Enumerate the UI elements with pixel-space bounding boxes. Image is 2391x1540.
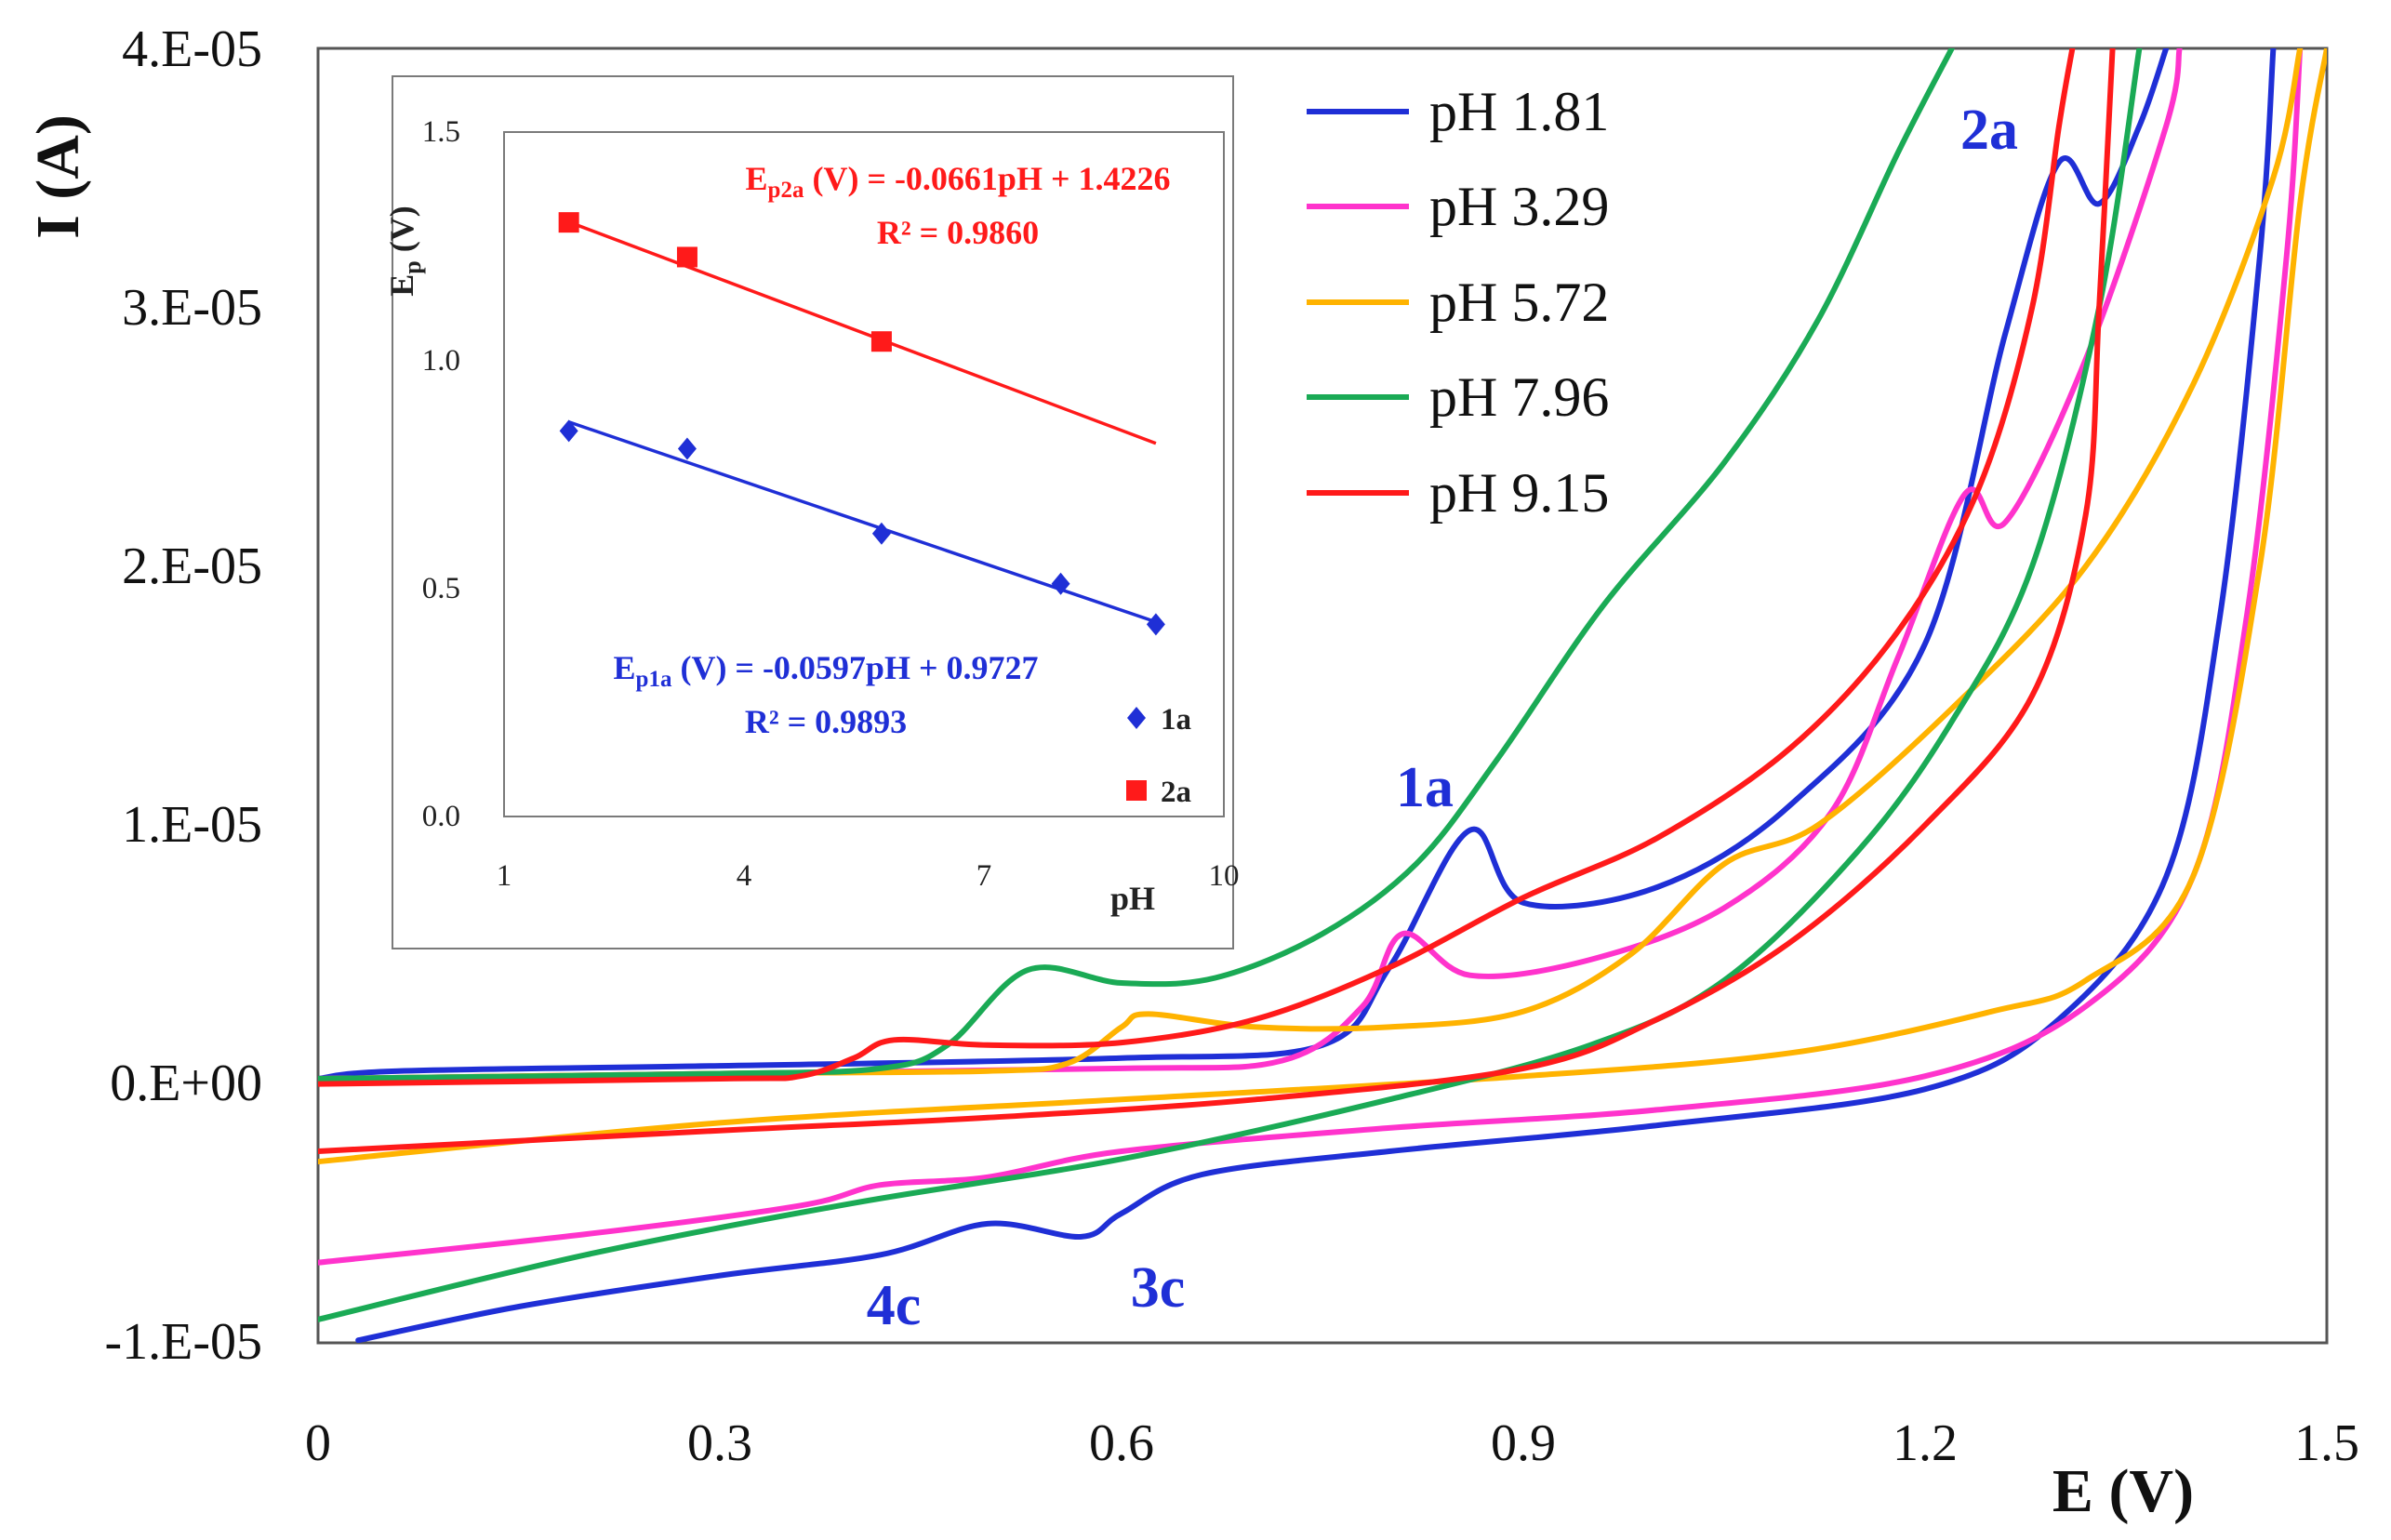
inset-y-axis-title: Ep (V): [383, 206, 426, 296]
cv-curve-ph-1-81-reverse: [355, 48, 2277, 1343]
cv-curve-ph-7-96-forward: [318, 48, 1955, 1082]
legend-label-ph-9-15: pH 9.15: [1429, 462, 1609, 524]
equation-1a-rest: (V) = -0.0597pH + 0.9727: [671, 649, 1038, 686]
data-point-2a: [676, 246, 697, 268]
inset-y-axis-title-main: E: [383, 274, 420, 297]
inset-x-tick-label: 4: [737, 859, 752, 893]
inset-y-tick-label: 1.5: [422, 115, 460, 149]
equation-2a-prefix: E: [746, 160, 768, 197]
peak-label-1a: 1a: [1396, 756, 1454, 819]
cv-curve-ph-3-29-reverse: [318, 48, 2304, 1266]
y-tick-label: 1.E-05: [122, 796, 262, 854]
y-tick-label: 4.E-05: [122, 20, 262, 78]
inset-x-tick-label: 7: [976, 859, 992, 893]
cv-curve-ph-7-96-reverse: [318, 48, 2143, 1322]
inset-data-layer: [558, 212, 1165, 636]
inset-legend: 1a 2a: [1126, 703, 1191, 809]
r-squared-2a: R² = 0.9860: [877, 214, 1039, 251]
equation-2a: Ep2a (V) = -0.0661pH + 1.4226: [746, 160, 1171, 203]
data-point-1a: [677, 437, 697, 460]
x-tick-label: 0.6: [1089, 1414, 1154, 1472]
data-point-2a: [870, 331, 892, 352]
inset-y-tick-label: 0.5: [422, 572, 460, 605]
equation-2a-rest: (V) = -0.0661pH + 1.4226: [804, 160, 1170, 197]
inset-legend-marker-2a: [1126, 780, 1147, 801]
peak-label-2a: 2a: [1960, 99, 2018, 162]
data-point-2a: [558, 212, 579, 233]
x-tick-label: 1.5: [2294, 1414, 2359, 1472]
inset-x-tick-label: 10: [1209, 859, 1240, 893]
y-axis-title: I (A): [24, 114, 92, 239]
y-tick-label: -1.E-05: [104, 1313, 262, 1371]
inset-y-axis-title-unit: (V): [383, 206, 420, 260]
data-point-1a: [871, 522, 891, 545]
cv-curve-ph-9-15-reverse: [318, 48, 2116, 1154]
main-x-tick-labels: 0 0.3 0.6 0.9 1.2 1.5: [305, 1414, 2359, 1472]
x-tick-label: 1.2: [1893, 1414, 1958, 1472]
equation-1a-sub: p1a: [636, 667, 672, 692]
legend-label-ph-7-96: pH 7.96: [1429, 366, 1609, 428]
x-axis-title: E (V): [2052, 1457, 2194, 1525]
main-y-tick-labels: -1.E-05 0.E+00 1.E-05 2.E-05 3.E-05 4.E-…: [104, 20, 262, 1371]
main-curves-layer: [318, 48, 2327, 1343]
cv-curve-ph-9-15-forward: [318, 48, 2076, 1087]
inset-y-tick-label: 0.0: [422, 800, 460, 833]
y-tick-label: 0.E+00: [110, 1055, 262, 1112]
data-point-1a: [559, 419, 578, 443]
data-point-1a: [1051, 572, 1070, 595]
peak-label-4c: 4c: [867, 1274, 922, 1337]
x-tick-label: 0.9: [1491, 1414, 1556, 1472]
inset-x-axis-title: pH: [1110, 880, 1155, 917]
peak-annotations: 1a 2a 3c 4c: [867, 99, 2018, 1337]
x-tick-label: 0: [305, 1414, 331, 1472]
inset-y-tick-labels: 0.0 0.5 1.0 1.5: [422, 115, 460, 833]
inset-plot-area: [503, 131, 1225, 817]
r-squared-1a: R² = 0.9893: [745, 703, 907, 740]
inset-x-tick-label: 1: [497, 859, 512, 893]
inset-x-tick-labels: 1 4 7 10: [497, 859, 1240, 893]
equation-1a: Ep1a (V) = -0.0597pH + 0.9727: [614, 649, 1039, 692]
inset-y-tick-label: 1.0: [422, 344, 460, 378]
x-tick-label: 0.3: [687, 1414, 752, 1472]
peak-label-3c: 3c: [1131, 1256, 1186, 1320]
inset-y-axis-title-sub: p: [399, 260, 426, 273]
legend-label-ph-3-29: pH 3.29: [1429, 176, 1609, 237]
y-tick-label: 2.E-05: [122, 538, 262, 595]
inset-legend-label-1a: 1a: [1161, 703, 1191, 737]
legend-label-ph-5-72: pH 5.72: [1429, 272, 1609, 333]
trend-line-2a: [568, 220, 1157, 445]
cv-curve-ph-5-72-reverse: [318, 48, 2327, 1165]
data-point-1a: [1146, 613, 1165, 636]
equation-2a-sub: p2a: [768, 178, 804, 203]
inset-legend-label-2a: 2a: [1161, 776, 1191, 809]
cv-curve-ph-5-72-forward: [318, 48, 2304, 1082]
main-legend: pH 1.81 pH 3.29 pH 5.72 pH 7.96 pH 9.15: [1307, 81, 1609, 524]
legend-label-ph-1-81: pH 1.81: [1429, 81, 1609, 142]
y-tick-label: 3.E-05: [122, 279, 262, 337]
equation-1a-prefix: E: [614, 649, 636, 686]
inset-legend-marker-1a: [1127, 707, 1146, 729]
